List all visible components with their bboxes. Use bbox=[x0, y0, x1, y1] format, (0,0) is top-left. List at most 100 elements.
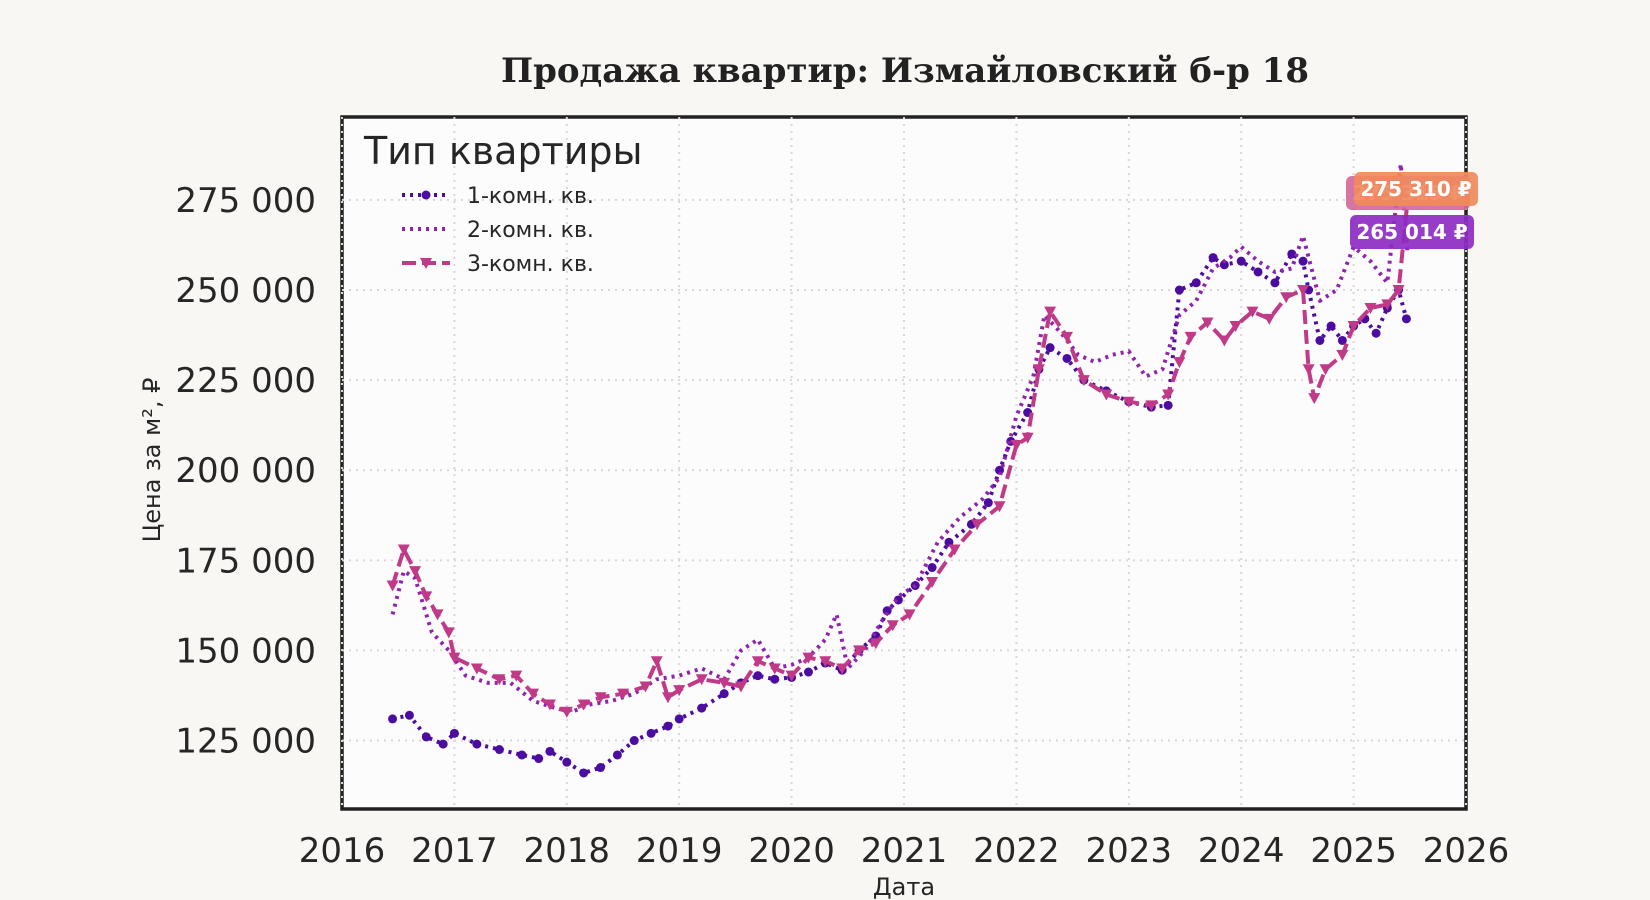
series-point bbox=[1336, 349, 1349, 361]
series-point bbox=[629, 736, 639, 746]
series-point bbox=[448, 652, 461, 664]
series-point bbox=[1062, 353, 1072, 363]
series-point bbox=[751, 656, 764, 668]
series-point bbox=[650, 656, 663, 668]
series-point bbox=[1302, 364, 1315, 376]
series-point bbox=[1191, 278, 1201, 288]
series-point bbox=[819, 656, 832, 668]
y-tick-label: 225 000 bbox=[175, 361, 316, 401]
end-label-box bbox=[1350, 215, 1474, 249]
x-tick-label: 2024 bbox=[1198, 831, 1285, 871]
series-point bbox=[420, 591, 433, 603]
x-tick-label: 2016 bbox=[299, 831, 386, 871]
x-tick-label: 2025 bbox=[1310, 831, 1397, 871]
series-point bbox=[1229, 321, 1242, 333]
series-point bbox=[1297, 285, 1310, 296]
legend-title: Тип квартиры bbox=[363, 129, 643, 173]
series-point bbox=[735, 681, 748, 693]
series-point bbox=[1381, 299, 1394, 311]
series-point bbox=[596, 763, 606, 773]
series-point bbox=[1319, 364, 1332, 376]
series-point bbox=[1236, 256, 1246, 266]
series-point bbox=[1100, 389, 1113, 401]
y-tick-label: 125 000 bbox=[175, 722, 316, 762]
x-tick-labels: 2016 2017 2018 2019 2020 2021 2022 2023 2024 2025… bbox=[299, 831, 1510, 871]
series-point bbox=[753, 671, 763, 681]
series-point bbox=[409, 566, 422, 578]
series-point bbox=[853, 645, 866, 657]
series-point bbox=[1347, 321, 1360, 333]
series-point bbox=[386, 580, 399, 592]
series-point bbox=[617, 688, 629, 700]
series-point bbox=[1045, 343, 1055, 353]
series-point bbox=[527, 688, 540, 700]
y-axis-label: Цена за м², ₽ bbox=[138, 378, 166, 543]
series-point bbox=[1364, 303, 1377, 315]
chart-title: Продажа квартир: Измайловский б-р 18 bbox=[501, 51, 1309, 91]
series-point bbox=[421, 732, 431, 742]
series-point bbox=[1253, 267, 1263, 277]
series-point bbox=[388, 714, 398, 724]
series-point bbox=[494, 745, 504, 755]
series-point bbox=[1174, 285, 1184, 295]
series-point bbox=[1218, 335, 1231, 347]
series-point bbox=[1173, 357, 1186, 369]
series-point bbox=[802, 652, 815, 664]
series-point bbox=[579, 768, 589, 778]
series-point bbox=[983, 498, 993, 508]
series-point bbox=[1060, 331, 1073, 343]
series-point bbox=[1298, 256, 1308, 266]
series-point bbox=[1162, 389, 1175, 401]
series-point bbox=[1122, 396, 1135, 408]
series-point bbox=[1032, 364, 1045, 376]
legend: Тип квартиры 1-комн. кв. 2-комн. кв. 3-ком… bbox=[363, 129, 643, 277]
x-axis-label: Дата bbox=[873, 873, 935, 900]
series-point bbox=[562, 757, 572, 767]
series-point bbox=[1287, 249, 1297, 259]
x-tick-label: 2021 bbox=[861, 831, 948, 871]
series-point bbox=[421, 190, 431, 200]
series-point bbox=[663, 721, 673, 731]
y-tick-label: 150 000 bbox=[175, 631, 316, 671]
series-point bbox=[1326, 321, 1336, 331]
series-point bbox=[1219, 260, 1229, 270]
series-point bbox=[869, 638, 882, 650]
series-point bbox=[1315, 335, 1325, 345]
series-point bbox=[1044, 306, 1057, 318]
series-point bbox=[836, 663, 849, 675]
series-point bbox=[560, 706, 573, 718]
series-point bbox=[1401, 314, 1411, 324]
series-point bbox=[1201, 317, 1214, 329]
y-tick-label: 250 000 bbox=[175, 271, 316, 311]
series-point bbox=[695, 674, 708, 686]
x-tick-label: 2022 bbox=[973, 831, 1060, 871]
series-point bbox=[1337, 335, 1347, 345]
series-point bbox=[1163, 400, 1173, 410]
x-tick-label: 2026 bbox=[1423, 831, 1510, 871]
x-tick-label: 2020 bbox=[748, 831, 835, 871]
series-point bbox=[661, 692, 674, 704]
y-tick-label: 200 000 bbox=[175, 451, 316, 491]
legend-label: 3-комн. кв. bbox=[467, 252, 594, 277]
x-tick-label: 2019 bbox=[636, 831, 723, 871]
series-point bbox=[673, 685, 686, 697]
series-point bbox=[927, 563, 937, 573]
y-tick-label: 175 000 bbox=[175, 541, 316, 581]
series-point bbox=[493, 674, 506, 686]
series-point bbox=[510, 670, 523, 682]
series-point bbox=[785, 670, 798, 682]
x-tick-label: 2018 bbox=[524, 831, 611, 871]
series-point bbox=[770, 674, 780, 684]
series-point bbox=[438, 739, 448, 749]
series-point bbox=[1371, 328, 1381, 338]
series-point bbox=[404, 710, 414, 720]
series-point bbox=[1077, 375, 1090, 387]
series-point bbox=[470, 663, 483, 675]
series-point bbox=[431, 609, 444, 621]
series-point bbox=[886, 620, 899, 632]
plot-area bbox=[340, 115, 1468, 811]
series-point bbox=[397, 544, 410, 556]
series-point bbox=[517, 750, 527, 760]
series-point bbox=[442, 627, 455, 639]
